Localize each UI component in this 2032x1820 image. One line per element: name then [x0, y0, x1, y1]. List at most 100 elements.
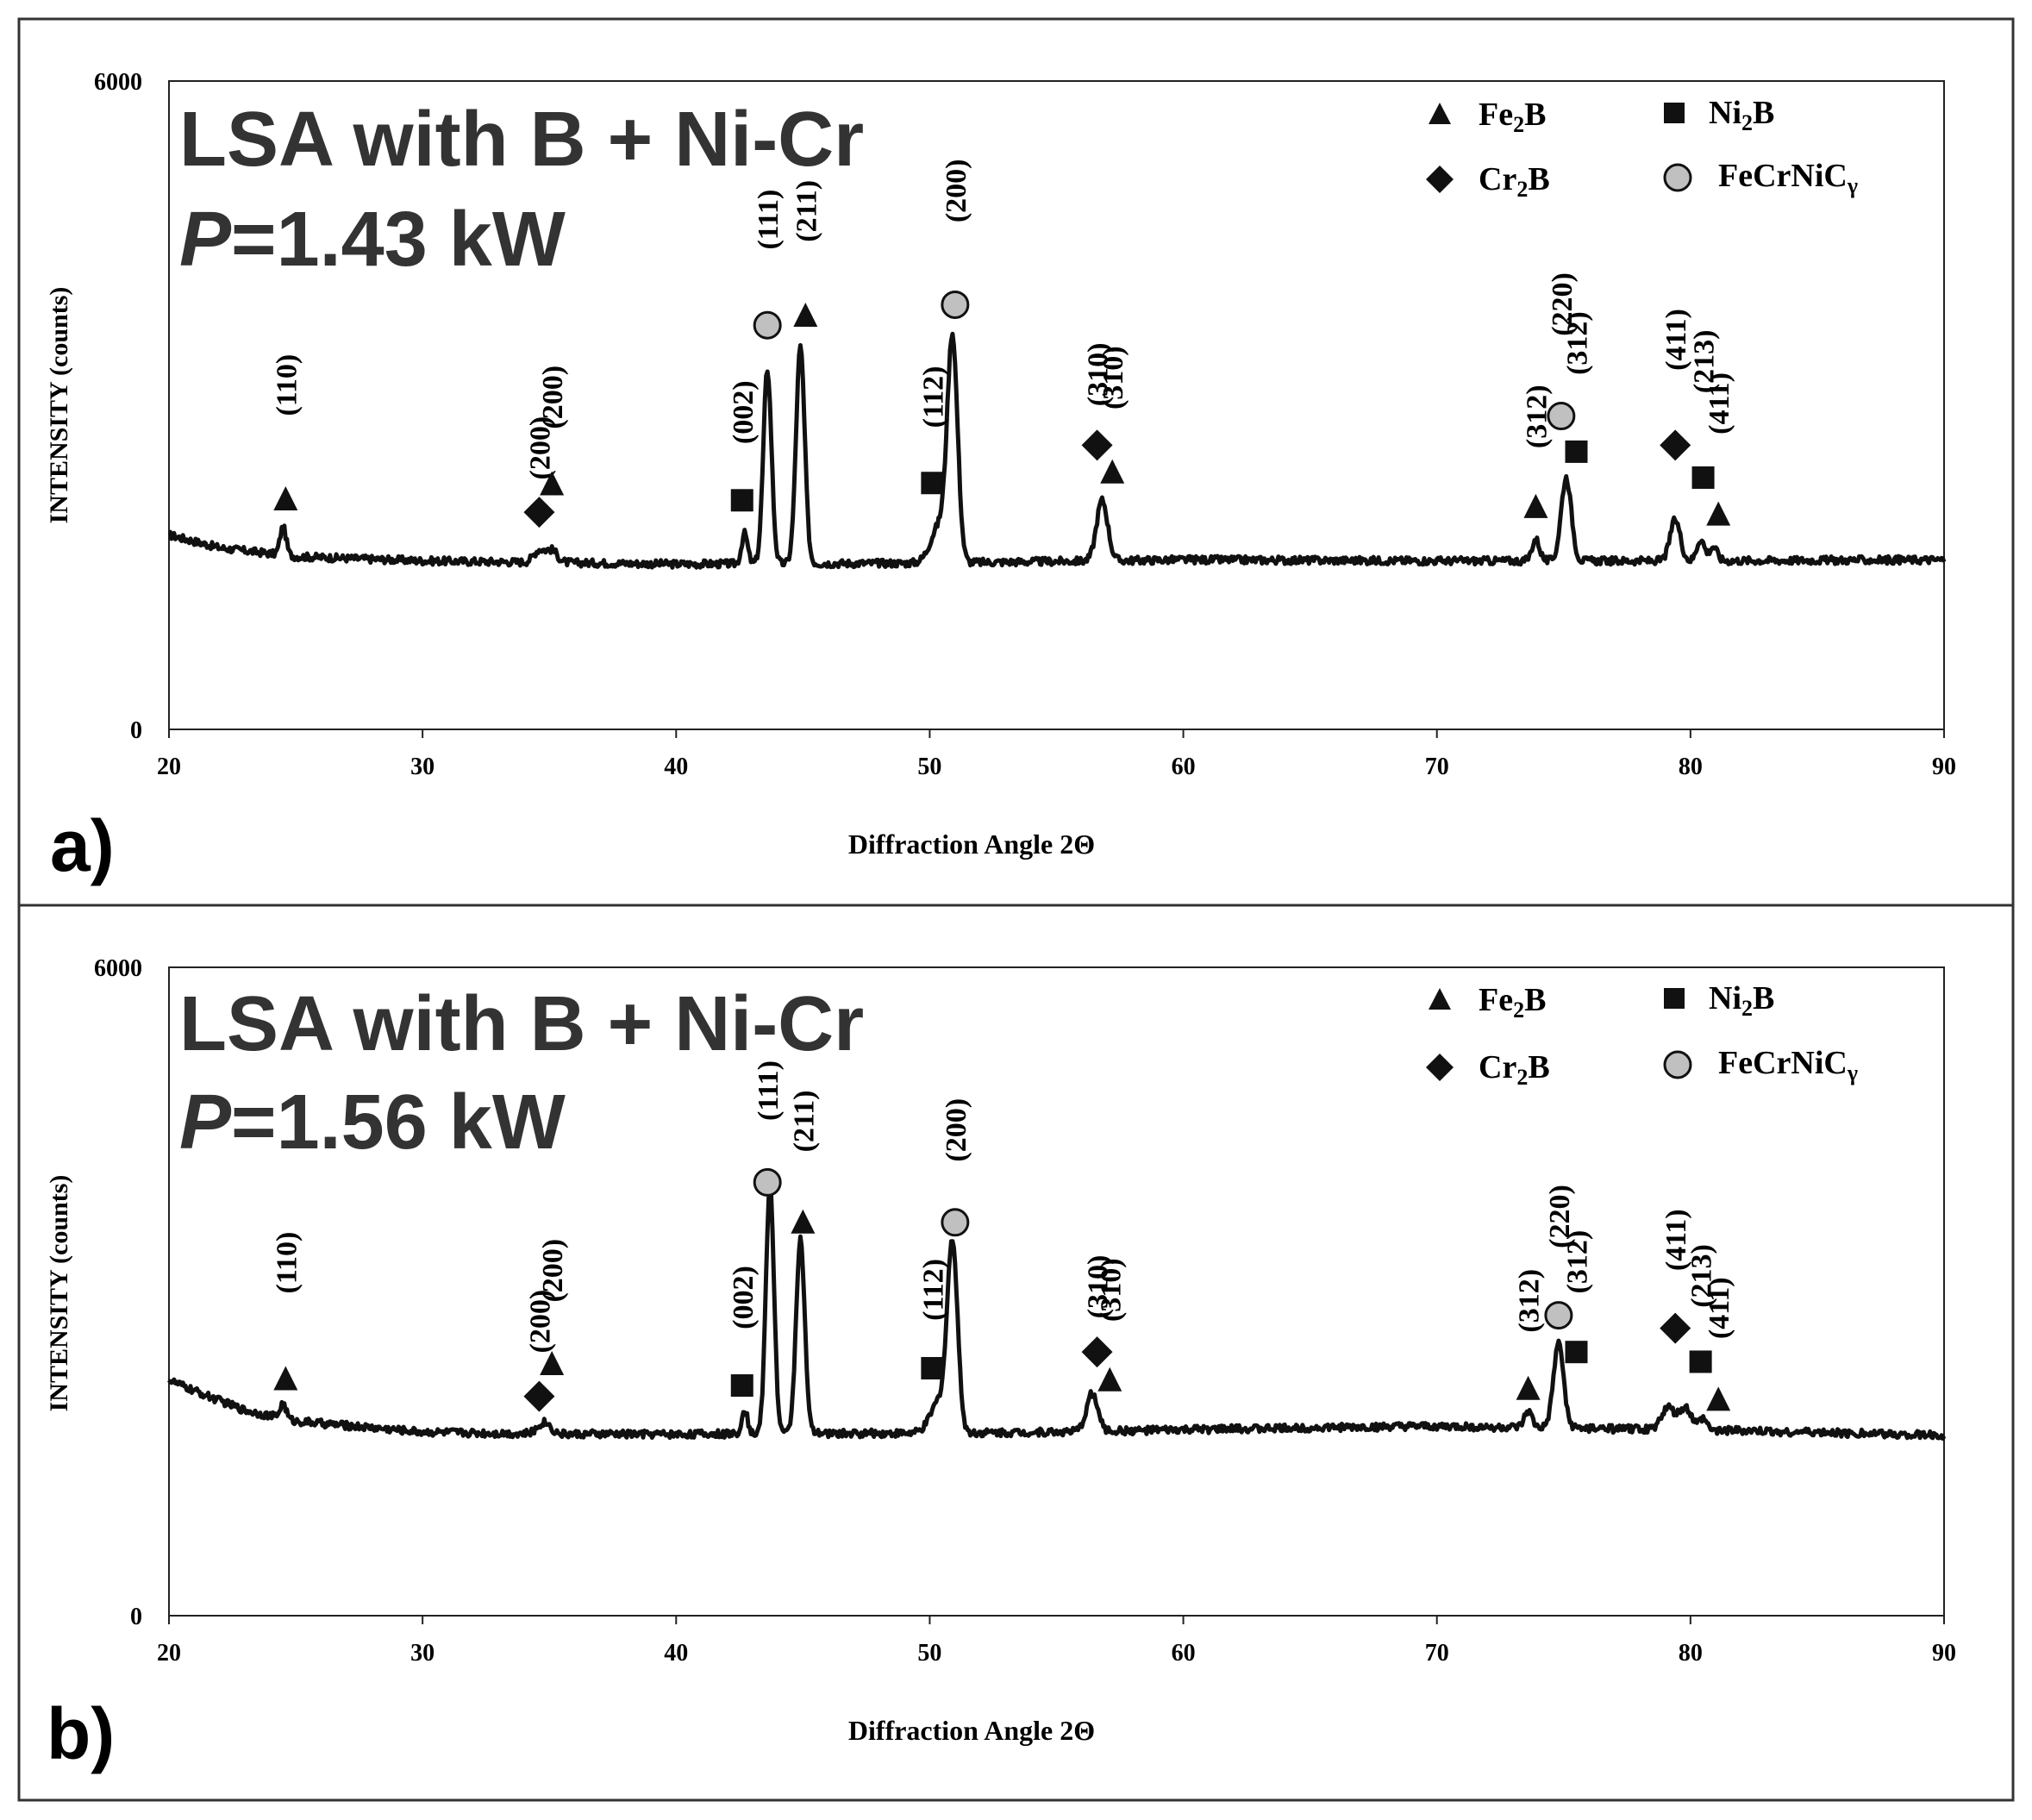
miller-index-label: (200): [941, 159, 972, 223]
legend-label: Fe2B: [1479, 982, 1546, 1023]
ni2b-marker-square-icon: [730, 489, 753, 512]
fe2b-marker-triangle-icon: [1706, 1386, 1731, 1411]
x-tick-label: 20: [157, 1640, 181, 1667]
x-tick-label: 90: [1932, 1640, 1956, 1667]
legend-square-icon: [1664, 103, 1685, 123]
miller-index-label: (111): [753, 190, 785, 250]
legend-label: Cr2B: [1479, 161, 1550, 202]
miller-index-label: (200): [537, 1239, 569, 1303]
fe2b-marker-triangle-icon: [1097, 1367, 1122, 1392]
x-tick-label: 70: [1425, 754, 1449, 780]
chart-title-line1: LSA with B + Ni-Cr: [179, 97, 864, 183]
legend-diamond-icon: [1426, 1054, 1454, 1081]
fe2b-marker-triangle-icon: [1100, 459, 1125, 484]
miller-index-label: (411): [1704, 1277, 1735, 1339]
ni2b-marker-square-icon: [1691, 466, 1715, 489]
x-axis-ticks: 20 30 40 50 60 70 80 90: [157, 1616, 1956, 1667]
cr2b-marker-diamond-icon: [1660, 1312, 1691, 1344]
plot-area-frame: [168, 966, 1945, 1617]
fe2b-marker-triangle-icon: [791, 1209, 816, 1234]
fe2b-marker-triangle-icon: [1516, 1375, 1541, 1400]
diffraction-pattern-line: [166, 1179, 1947, 1442]
chart-title-line2: P=1.43 kW: [179, 197, 566, 283]
miller-index-label: (213): [1689, 330, 1721, 394]
legend: Fe2B Ni2B Cr2B FeCrNiCγ: [1426, 95, 1858, 202]
miller-index-label: (312): [1561, 1230, 1593, 1294]
miller-index-label: (110): [271, 1232, 303, 1294]
fe2b-marker-triangle-icon: [273, 486, 298, 511]
legend-label: Ni2B: [1709, 980, 1774, 1021]
legend-label: FeCrNiCγ: [1718, 1045, 1858, 1085]
x-axis-ticks: 20 30 40 50 60 70 80 90: [157, 729, 1956, 780]
power-symbol: P: [179, 197, 232, 283]
miller-index-label: (112): [917, 366, 949, 428]
legend-item-fe2b: Fe2B: [1429, 982, 1546, 1023]
miller-index-label: (220): [1544, 1185, 1576, 1248]
legend-item-fe2b: Fe2B: [1429, 97, 1546, 137]
fe2b-marker-triangle-icon: [1523, 493, 1548, 518]
y-axis-label: INTENSITY (counts): [45, 287, 73, 524]
miller-index-label: (411): [1660, 1209, 1692, 1271]
legend-diamond-icon: [1426, 166, 1454, 193]
cr2b-marker-diamond-icon: [523, 1380, 555, 1412]
cr2b-marker-diamond-icon: [1081, 1336, 1113, 1368]
miller-index-label: (411): [1660, 309, 1692, 371]
x-tick-label: 80: [1679, 1640, 1703, 1667]
cr2b-marker-diamond-icon: [523, 497, 555, 528]
legend-item-fecrnic: FeCrNiCγ: [1663, 1045, 1858, 1085]
legend-item-ni2b: Ni2B: [1664, 95, 1774, 135]
miller-index-label: (310): [1083, 1255, 1115, 1319]
x-tick-label: 60: [1172, 1640, 1196, 1667]
fecrnic-marker-circle-icon: [753, 1167, 782, 1197]
fe2b-marker-triangle-icon: [540, 1350, 565, 1375]
legend-label: FeCrNiCγ: [1718, 158, 1858, 198]
y-tick-label-min: 0: [130, 1604, 142, 1630]
miller-index-label: (310): [1095, 1258, 1127, 1322]
diffraction-pattern-line: [168, 331, 1947, 570]
fe2b-marker-triangle-icon: [793, 302, 818, 327]
y-tick-label-max: 6000: [94, 955, 142, 982]
ni2b-marker-square-icon: [1689, 1350, 1712, 1373]
legend-item-cr2b: Cr2B: [1426, 1049, 1550, 1090]
miller-index-label: (211): [791, 180, 822, 242]
chart-title-line2: P=1.56 kW: [179, 1079, 566, 1166]
x-tick-label: 60: [1172, 754, 1196, 780]
legend-triangle-icon: [1429, 103, 1451, 124]
x-tick-label: 30: [410, 754, 435, 780]
figure-outer-border: [17, 17, 2015, 1802]
legend-circle-icon: [1663, 1050, 1692, 1079]
x-axis-label: Diffraction Angle 2Θ: [848, 829, 1095, 860]
legend-triangle-icon: [1429, 988, 1451, 1010]
miller-index-label: (200): [524, 416, 556, 480]
miller-index-label: (111): [753, 1060, 785, 1121]
miller-index-label: (310): [1083, 343, 1115, 407]
fe2b-marker-triangle-icon: [273, 1366, 298, 1391]
miller-index-label: (310): [1097, 346, 1129, 410]
x-tick-label: 40: [664, 754, 688, 780]
legend-item-cr2b: Cr2B: [1426, 161, 1550, 202]
fe2b-marker-triangle-icon: [540, 471, 565, 496]
legend: Fe2B Ni2B Cr2B FeCrNiCγ: [1426, 980, 1858, 1090]
x-tick-label: 20: [157, 754, 181, 780]
miller-index-label: (411): [1704, 372, 1735, 435]
panel-b: b) LSA with B + Ni-Cr P=1.56 kW INTENSIT…: [45, 955, 1956, 1774]
fecrnic-marker-circle-icon: [941, 290, 970, 319]
legend-circle-icon: [1663, 163, 1692, 192]
x-tick-label: 40: [664, 1640, 688, 1667]
phase-markers: (110)(200)(200) (002)(111) (211)(112)(200)…: [271, 1060, 1735, 1412]
miller-index-label: (200): [524, 1290, 556, 1354]
ni2b-marker-square-icon: [730, 1374, 753, 1398]
power-value: =1.43 kW: [231, 197, 566, 283]
miller-index-label: (200): [941, 1098, 972, 1162]
legend-label: Cr2B: [1479, 1049, 1550, 1090]
miller-index-label: (211): [788, 1091, 820, 1153]
x-tick-label: 70: [1425, 1640, 1449, 1667]
fe2b-marker-triangle-icon: [1706, 501, 1731, 526]
miller-index-label: (312): [1561, 311, 1593, 375]
fecrnic-marker-circle-icon: [941, 1208, 970, 1237]
legend-label: Ni2B: [1709, 95, 1774, 135]
cr2b-marker-diamond-icon: [1081, 429, 1113, 461]
power-symbol: P: [179, 1079, 232, 1166]
miller-index-label: (112): [917, 1259, 949, 1321]
y-tick-label-min: 0: [130, 717, 142, 744]
